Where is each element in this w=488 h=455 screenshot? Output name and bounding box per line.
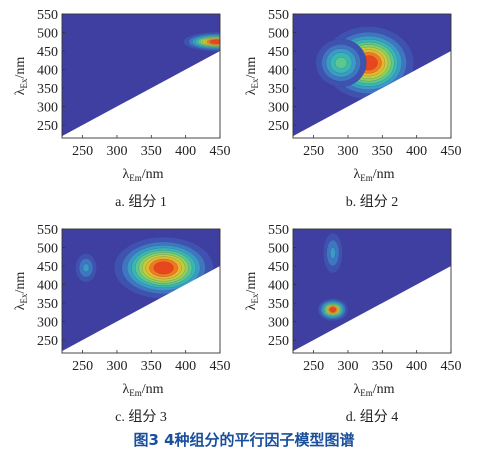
y-tick-label: 250	[37, 334, 58, 349]
x-axis-label: λEm/nm	[122, 167, 163, 183]
plot-frame	[292, 13, 452, 139]
masked-region	[293, 51, 451, 138]
contour-plot	[62, 14, 220, 138]
contour-band	[329, 247, 336, 259]
x-tick-label: 450	[441, 359, 462, 374]
y-tick-label: 250	[37, 119, 58, 134]
masked-region	[62, 51, 220, 138]
x-axis-label: λEm/nm	[353, 382, 394, 398]
x-tick-label: 300	[106, 359, 127, 374]
y-tick-label: 350	[268, 82, 289, 97]
y-tick-label: 250	[268, 334, 289, 349]
x-tick-label: 400	[406, 359, 427, 374]
x-tick-label: 250	[303, 144, 324, 159]
y-tick-label: 300	[37, 101, 58, 116]
contour-band	[334, 57, 348, 69]
panel-caption: d. 组分 4	[346, 409, 399, 425]
panel-caption: c. 组分 3	[115, 409, 167, 425]
x-tick-label: 400	[175, 144, 196, 159]
plot-frame	[292, 228, 452, 354]
x-tick-label: 350	[141, 359, 162, 374]
x-tick-label: 400	[175, 359, 196, 374]
y-axis-label: λEx/nm	[244, 272, 260, 311]
y-tick-label: 300	[268, 101, 289, 116]
panel-caption: b. 组分 2	[346, 194, 399, 210]
plot-frame	[61, 228, 221, 354]
x-tick-label: 350	[372, 359, 393, 374]
y-tick-label: 550	[37, 8, 58, 23]
y-tick-label: 400	[37, 279, 58, 294]
panel-2: 250 300 350 400 450 250 300 350 400 450 500 550 λEm/…	[244, 8, 462, 210]
contour-plot	[293, 14, 451, 138]
x-tick-label: 300	[337, 144, 358, 159]
x-tick-label: 300	[106, 144, 127, 159]
y-tick-label: 450	[268, 260, 289, 275]
y-tick-label: 500	[37, 242, 58, 257]
x-axis-label: λEm/nm	[353, 167, 394, 183]
y-tick-label: 300	[268, 316, 289, 331]
y-tick-label: 450	[37, 260, 58, 275]
contour-band	[153, 261, 174, 275]
y-axis-label: λEx/nm	[244, 57, 260, 96]
x-tick-label: 250	[72, 144, 93, 159]
y-tick-label: 550	[268, 223, 289, 238]
y-tick-label: 400	[268, 279, 289, 294]
contour-plot	[62, 229, 220, 353]
contour-plot	[293, 229, 451, 353]
y-tick-label: 500	[268, 27, 289, 42]
plot-frame	[61, 13, 221, 139]
x-axis-label: λEm/nm	[122, 382, 163, 398]
x-tick-label: 450	[210, 144, 231, 159]
y-tick-label: 400	[37, 64, 58, 79]
y-tick-label: 450	[37, 45, 58, 60]
y-tick-label: 550	[37, 223, 58, 238]
y-axis-label: λEx/nm	[13, 57, 29, 96]
y-tick-label: 500	[268, 242, 289, 257]
y-tick-label: 450	[268, 45, 289, 60]
y-tick-label: 350	[37, 297, 58, 312]
x-tick-label: 250	[72, 359, 93, 374]
y-tick-label: 350	[37, 82, 58, 97]
panel-caption: a. 组分 1	[115, 194, 167, 210]
x-tick-label: 450	[441, 144, 462, 159]
y-tick-label: 350	[268, 297, 289, 312]
figure-title: 图3 4种组分的平行因子模型图谱	[133, 431, 354, 449]
contour-band	[82, 263, 90, 273]
y-tick-label: 500	[37, 27, 58, 42]
contour-band	[209, 39, 220, 44]
panel-1: 250 300 350 400 450 250 300 350 400 450 500 550 λEm/…	[13, 8, 231, 210]
x-tick-label: 300	[337, 359, 358, 374]
masked-region	[293, 266, 451, 353]
contour-band	[329, 307, 337, 313]
panel-4: 250 300 350 400 450 250 300 350 400 450 500 550 λEm/…	[244, 223, 462, 425]
x-tick-label: 450	[210, 359, 231, 374]
x-tick-label: 400	[406, 144, 427, 159]
x-tick-label: 350	[141, 144, 162, 159]
x-tick-label: 350	[372, 144, 393, 159]
x-tick-label: 250	[303, 359, 324, 374]
masked-region	[62, 266, 220, 353]
y-tick-label: 300	[37, 316, 58, 331]
y-axis-label: λEx/nm	[13, 272, 29, 311]
y-tick-label: 400	[268, 64, 289, 79]
panel-3: 250 300 350 400 450 250 300 350 400 450 500 550 λEm/…	[13, 223, 231, 425]
y-tick-label: 250	[268, 119, 289, 134]
y-tick-label: 550	[268, 8, 289, 23]
